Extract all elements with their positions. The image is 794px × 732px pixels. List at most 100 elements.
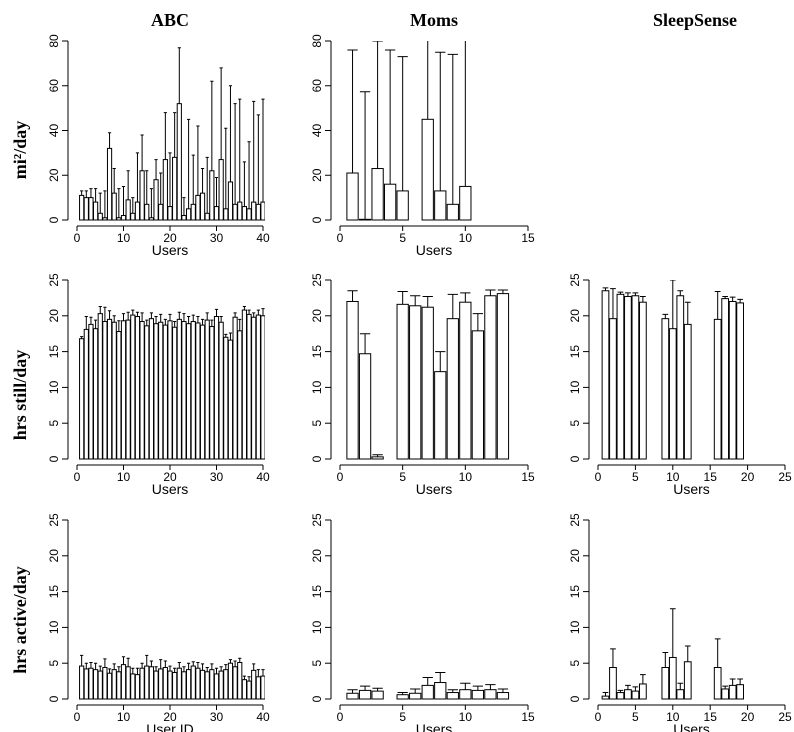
- error-bar: [662, 313, 669, 319]
- error-bar: [84, 316, 88, 330]
- y-tick-label: 25: [47, 273, 61, 287]
- error-bar: [126, 311, 130, 321]
- x-tick-label: 5: [632, 710, 639, 724]
- y-tick-label: 25: [310, 273, 324, 287]
- bar: [346, 300, 359, 460]
- plot-area: [79, 47, 265, 221]
- bar: [434, 190, 447, 221]
- y-tick-label: 20: [310, 309, 324, 323]
- error-bar: [662, 651, 669, 668]
- bar: [246, 208, 252, 221]
- y-tick-label: 80: [47, 34, 61, 48]
- bar: [213, 316, 220, 460]
- error-bar: [200, 168, 205, 194]
- bar: [421, 118, 434, 221]
- x-tick-label: 10: [117, 470, 131, 484]
- bar: [93, 201, 99, 221]
- bar: [116, 331, 122, 460]
- x-tick-label: 20: [741, 470, 755, 484]
- error-bar: [173, 321, 177, 328]
- y-tick-label: 5: [47, 660, 61, 667]
- x-axis-label: Users: [152, 481, 189, 497]
- error-bar: [168, 313, 172, 321]
- y-tick-label: 0: [568, 455, 582, 462]
- x-tick-label: 10: [666, 470, 680, 484]
- error-bar: [214, 667, 219, 674]
- x-tick-label: 15: [521, 710, 535, 724]
- bar: [148, 217, 154, 221]
- bar: [227, 181, 234, 221]
- y-tick-label: 0: [568, 695, 582, 702]
- error-bar: [89, 316, 93, 325]
- bar: [639, 301, 647, 460]
- bar: [728, 684, 737, 700]
- bar: [79, 338, 85, 460]
- bar: [176, 667, 182, 700]
- x-tick-label: 0: [595, 470, 602, 484]
- bar: [713, 318, 722, 460]
- error-bar: [168, 665, 172, 672]
- bar: [148, 666, 154, 700]
- bar: [223, 208, 229, 221]
- error-bar: [610, 288, 616, 319]
- bar: [88, 667, 94, 700]
- error-bar: [140, 134, 144, 171]
- error-bar: [177, 661, 181, 669]
- bar: [227, 662, 234, 700]
- error-bar: [131, 309, 135, 316]
- error-bar: [177, 311, 181, 320]
- bar: [396, 190, 409, 221]
- error-bar: [252, 100, 256, 203]
- plot-area: [79, 305, 265, 460]
- panel: 0 5 10 15 20 25 0 10 20 30 40 Users: [47, 273, 270, 497]
- x-axis-label: Users: [416, 242, 453, 258]
- error-bar: [205, 666, 209, 672]
- error-bar: [347, 290, 358, 302]
- x-tick-label: 10: [117, 231, 131, 245]
- bar: [624, 689, 632, 700]
- bar: [358, 689, 372, 700]
- bar: [162, 159, 168, 221]
- error-bar: [205, 156, 209, 214]
- x-tick-label: 40: [256, 231, 270, 245]
- bar: [661, 318, 670, 460]
- bar: [396, 303, 409, 460]
- error-bar: [410, 688, 421, 694]
- bar: [255, 203, 261, 221]
- bar: [134, 316, 141, 460]
- bar: [83, 197, 89, 221]
- bar: [97, 212, 103, 221]
- bar: [116, 217, 122, 221]
- bar: [195, 322, 201, 460]
- error-bar: [347, 49, 358, 174]
- bar: [676, 295, 685, 460]
- error-bar: [684, 301, 691, 325]
- y-tick-label: 40: [47, 124, 61, 138]
- bar: [125, 666, 131, 700]
- error-bar: [261, 308, 265, 316]
- bar: [181, 215, 187, 221]
- x-tick-label: 0: [337, 470, 344, 484]
- panel: 0 5 10 15 20 25 0 10 20 30 40 User ID: [47, 513, 270, 732]
- error-bar: [372, 41, 383, 169]
- error-bar: [640, 674, 646, 684]
- bar: [134, 201, 141, 221]
- error-bar: [261, 98, 265, 203]
- bar: [97, 670, 103, 700]
- panel: 0 20 40 60 80 0 10 20 30 40 Users: [47, 34, 270, 258]
- bar: [241, 206, 247, 221]
- bar: [218, 159, 224, 221]
- x-tick-label: 10: [459, 231, 473, 245]
- bar: [346, 692, 359, 700]
- bar: [446, 318, 459, 460]
- y-tick-label: 5: [568, 660, 582, 667]
- plot-area: [601, 608, 744, 700]
- y-tick-label: 20: [568, 309, 582, 323]
- bar: [97, 313, 103, 460]
- error-bar: [107, 668, 112, 674]
- error-bar: [233, 660, 237, 667]
- bar: [421, 684, 434, 700]
- bar: [237, 330, 243, 460]
- error-bar: [669, 608, 676, 658]
- bar: [728, 300, 737, 460]
